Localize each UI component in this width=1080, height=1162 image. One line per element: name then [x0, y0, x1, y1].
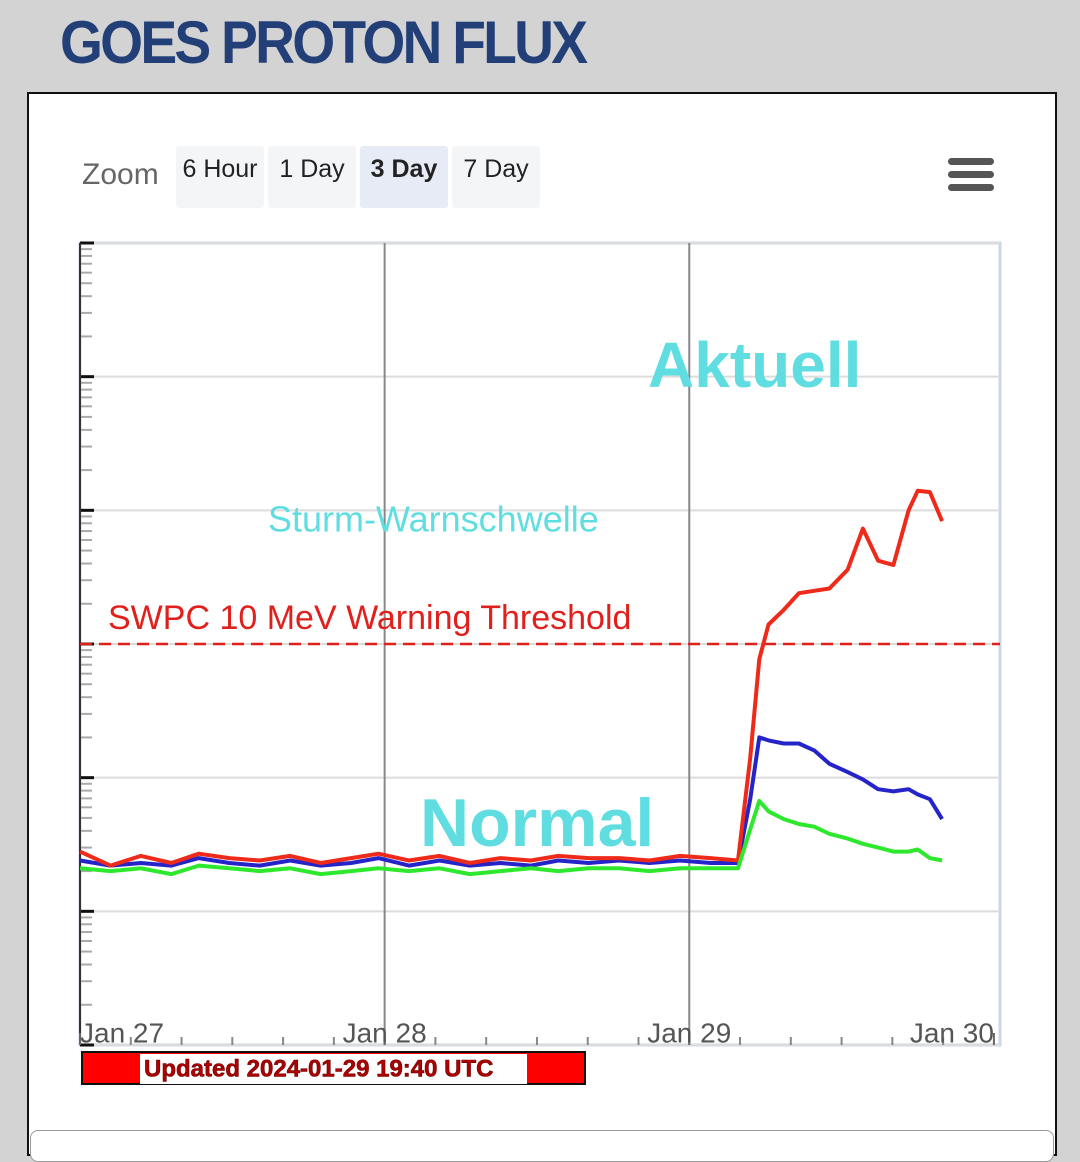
chart: Jan 27 Jan 28 Jan 29 Jan 30 SWPC 10 MeV Warn… — [78, 241, 1002, 1085]
zoom-button[interactable]: 6 Hour — [176, 146, 264, 208]
x-tick-label: Jan 30 — [910, 1017, 994, 1048]
series-line — [79, 488, 944, 868]
updated-text: Updated 2024-01-29 19:40 UTC — [144, 1055, 493, 1082]
annotation: Sturm-Warnschwelle — [268, 499, 599, 540]
page-title: GOES PROTON FLUX — [60, 9, 588, 76]
series-line — [79, 798, 943, 877]
x-tick-label: Jan 29 — [647, 1017, 731, 1048]
updated-box — [140, 1054, 527, 1084]
zoom-button[interactable]: 3 Day — [360, 146, 448, 208]
menu-button[interactable] — [948, 158, 994, 196]
zoom-button[interactable]: 1 Day — [268, 146, 356, 208]
x-tick-label: Jan 28 — [343, 1017, 427, 1048]
x-tick-label: Jan 27 — [80, 1017, 164, 1048]
page: {"header": {"title": "GOES PROTON FLUX"}… — [27, 9, 1057, 1162]
zoom-label: Zoom — [82, 158, 159, 191]
zoom-button[interactable]: 7 Day — [452, 146, 540, 208]
series-line — [79, 735, 944, 868]
annotation: Normal — [420, 785, 654, 861]
threshold-label: SWPC 10 MeV Warning Threshold — [108, 599, 631, 637]
annotation: Aktuell — [648, 329, 861, 401]
